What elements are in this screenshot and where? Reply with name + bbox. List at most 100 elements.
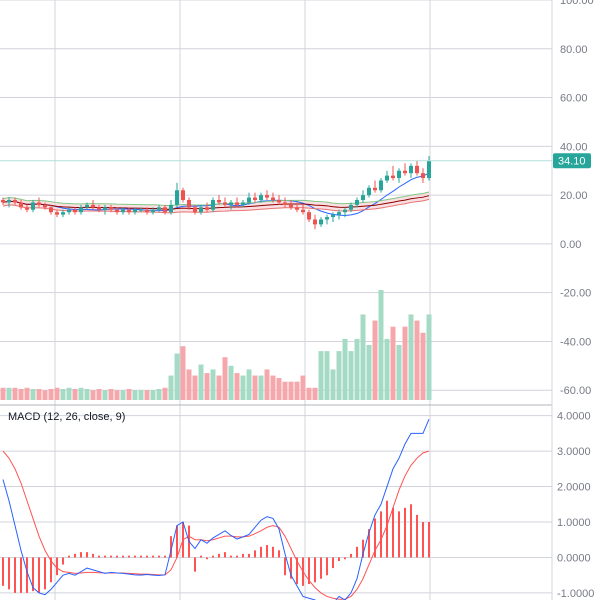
volume-bar [78,387,84,400]
candle-body [247,197,251,203]
macd-tick-label: 0.0000 [557,552,591,564]
candle [205,202,209,213]
volume-bar [234,373,240,400]
macd-histogram-bar [140,555,142,558]
macd-histogram-bar [218,553,220,558]
candle-body [313,219,317,225]
candle [421,168,425,183]
candle [337,209,341,220]
candle [73,207,77,215]
candle [391,165,395,181]
volume-bar [84,389,90,400]
macd-histogram-bar [410,504,412,558]
volume-bar [186,369,192,400]
candle [163,204,167,215]
volume-bar [120,390,126,400]
candle-body [127,209,131,213]
candle [343,207,347,218]
macd-histogram [2,500,430,593]
volume-bar [354,338,360,400]
macd-histogram-bar [392,507,394,558]
candle-body [103,207,107,210]
macd-histogram-bar [104,555,106,558]
macd-histogram-bar [164,555,166,558]
volume-bar [0,387,6,400]
candle-body [109,207,113,210]
candle-body [19,202,23,208]
macd-histogram-bar [254,550,256,558]
candle-body [73,209,77,213]
macd-tick-label: 4.0000 [557,411,591,423]
price-axis[interactable]: 100.00 80.00 60.00 40.00 20.00 0.00 -20.00 -40.… [560,0,594,397]
volume-bar [222,357,228,400]
candle [247,192,251,205]
candle [145,207,149,215]
volume-bar [216,375,222,400]
macd-histogram-bar [68,555,70,558]
candle [295,202,299,213]
candle [61,209,65,218]
candle [109,204,113,213]
candle-body [187,200,191,208]
candle-body [337,212,341,215]
macd-tick-label: -1.0000 [557,588,594,600]
macd-histogram-bar [428,522,430,558]
candle [49,204,53,215]
price-tick-label: 80.00 [560,44,588,56]
last-price-badge-text: 34.10 [558,156,586,168]
macd-histogram-bar [146,555,148,558]
candle-body [55,212,59,215]
candle [55,209,59,218]
macd-histogram-bar [74,553,76,558]
candle [283,197,287,208]
macd-histogram-bar [374,518,376,558]
candle-body [427,160,431,179]
volume-bar [366,345,372,400]
candle [91,200,95,210]
volume-bar [378,290,384,400]
candle [367,185,371,198]
candle [409,163,413,179]
macd-axis[interactable]: 4.0000 3.0000 2.0000 1.0000 0.0000 -1.0000 [557,411,594,600]
candle-body [91,204,95,208]
macd-histogram-bar [296,557,298,585]
macd-histogram-bar [128,555,130,558]
candle [67,207,71,215]
macd-histogram-bar [278,550,280,558]
candle [241,200,245,208]
macd-tick-label: 1.0000 [557,517,591,529]
macd-histogram-bar [158,555,160,558]
macd-histogram-bar [314,557,316,583]
candle-body [319,219,323,225]
candle-body [301,209,305,213]
candle [31,200,35,213]
candle-body [217,200,221,203]
candle-body [415,165,419,174]
price-tick-label: 20.00 [560,190,588,202]
volume-bar [60,389,66,400]
volume-bar [24,387,30,400]
candle [97,204,101,213]
macd-histogram-bar [386,500,388,558]
price-tick-label: -20.00 [560,288,591,300]
volume-bar [198,364,204,400]
candle-body [79,207,83,213]
candle-body [115,209,119,213]
candle-body [67,209,71,213]
macd-histogram-bar [26,557,28,593]
candle [217,195,221,205]
macd-histogram-bar [20,557,22,593]
candle [415,160,419,176]
candle-body [223,202,227,205]
volume-bar [96,389,102,400]
volume-bar [210,369,216,400]
candle [175,182,179,208]
candle-body [61,212,65,215]
macd-indicator-title[interactable]: MACD (12, 26, close, 9) [8,411,125,423]
macd-histogram-bar [332,557,334,569]
candle-body [97,207,101,210]
volume-bar [294,381,300,400]
candle [7,197,11,208]
price-tick-label: -60.00 [560,385,591,397]
